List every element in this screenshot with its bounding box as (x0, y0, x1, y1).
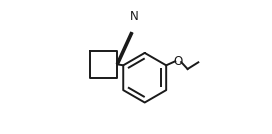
Text: N: N (130, 10, 139, 23)
Text: O: O (174, 55, 183, 68)
